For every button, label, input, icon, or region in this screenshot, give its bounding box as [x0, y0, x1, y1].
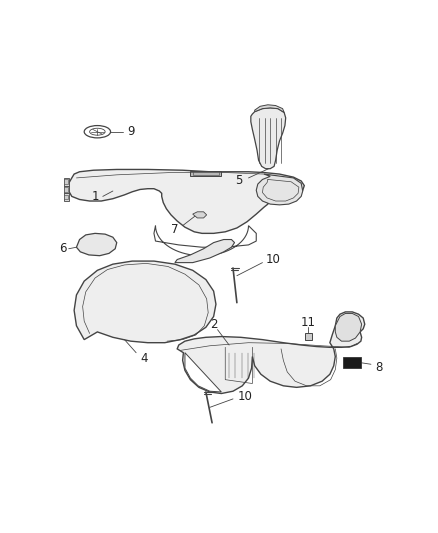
- Polygon shape: [255, 105, 284, 112]
- Polygon shape: [64, 195, 68, 199]
- Text: 1: 1: [91, 190, 99, 203]
- Polygon shape: [64, 185, 69, 193]
- Polygon shape: [251, 108, 286, 168]
- Polygon shape: [256, 174, 303, 205]
- Polygon shape: [343, 357, 361, 368]
- Polygon shape: [64, 180, 68, 184]
- Polygon shape: [177, 312, 365, 393]
- Text: 6: 6: [59, 243, 66, 255]
- Text: 7: 7: [171, 223, 179, 236]
- Text: 11: 11: [300, 316, 316, 329]
- Text: 10: 10: [237, 390, 252, 403]
- Polygon shape: [193, 212, 207, 218]
- Polygon shape: [185, 353, 221, 392]
- Text: 2: 2: [210, 318, 217, 330]
- Text: 5: 5: [236, 174, 243, 188]
- Text: 9: 9: [128, 125, 135, 138]
- Polygon shape: [64, 193, 69, 201]
- Polygon shape: [64, 187, 68, 192]
- Text: 8: 8: [375, 361, 382, 374]
- Polygon shape: [77, 233, 117, 256]
- Polygon shape: [74, 261, 216, 343]
- Polygon shape: [64, 178, 69, 185]
- Text: 10: 10: [266, 253, 281, 266]
- Polygon shape: [175, 239, 235, 263]
- Polygon shape: [336, 313, 362, 341]
- Polygon shape: [191, 171, 221, 175]
- Polygon shape: [154, 225, 256, 256]
- Polygon shape: [305, 334, 312, 340]
- Polygon shape: [69, 169, 304, 233]
- Text: 4: 4: [140, 352, 148, 365]
